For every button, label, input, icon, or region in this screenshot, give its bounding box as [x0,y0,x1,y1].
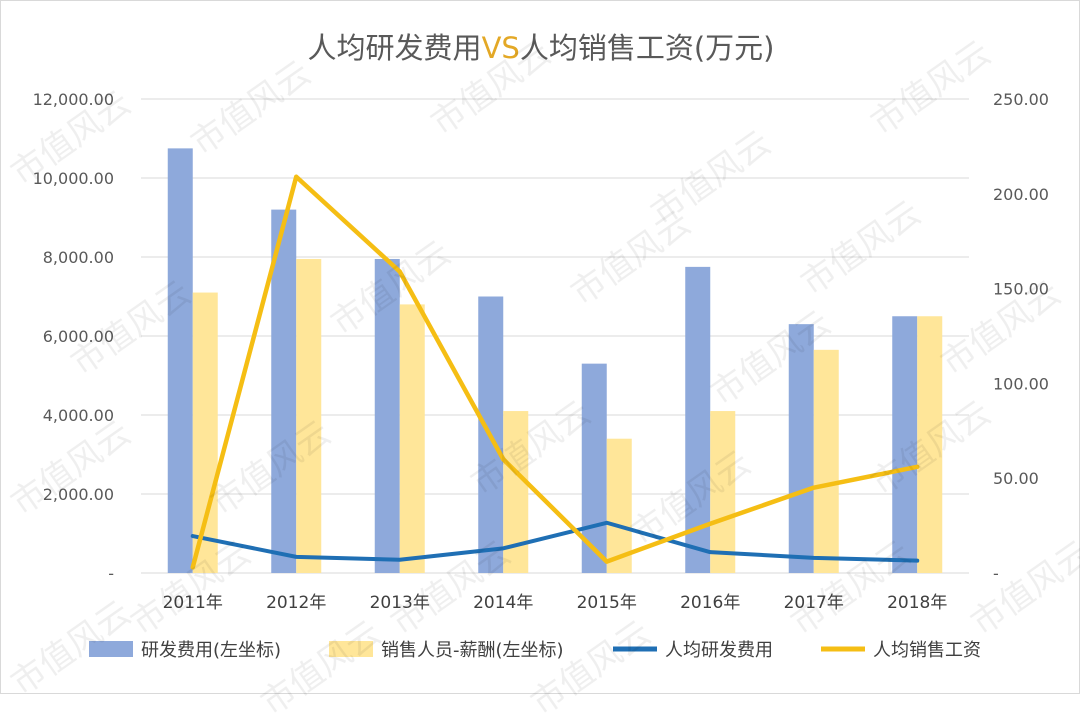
bar-sales-salary [813,349,839,573]
category-label: 2017年 [784,593,844,613]
line-point [605,560,609,564]
line-point [812,486,816,490]
line-point [812,556,816,560]
line-point [915,559,919,563]
line-point [398,270,402,274]
category-label: 2013年 [370,593,430,613]
line-point [605,521,609,525]
line-point [294,175,298,179]
line-point [708,522,712,526]
left-tick-label: 4,000.00 [43,406,114,425]
bar-rd-expense [374,258,400,573]
legend-label: 人均销售工资 [873,640,981,661]
category-label: 2015年 [577,593,637,613]
bar-sales-salary [399,304,425,573]
bar-rd-expense [271,209,297,573]
line-point [501,457,505,461]
bar-sales-salary [710,411,736,573]
line-point [708,550,712,554]
right-tick-label: - [993,564,999,583]
line-point [191,565,195,569]
legend-label: 人均研发费用 [665,640,773,661]
bar-rd-expense [685,266,711,573]
category-label: 2018年 [887,593,947,613]
line-point [915,465,919,469]
title-part: 人均销售工资(万元) [520,31,775,65]
right-tick-label: 200.00 [993,185,1049,204]
right-tick-label: 100.00 [993,374,1049,393]
line-series-2 [190,520,920,563]
title-part: VS [482,31,520,65]
left-tick-label: 12,000.00 [33,90,114,109]
chart-title: 人均研发费用VS人均销售工资(万元) [308,31,775,65]
bar-sales-salary [606,438,632,573]
right-tick-label: 250.00 [993,90,1049,109]
line-point [398,558,402,562]
left-tick-label: 6,000.00 [43,327,114,346]
left-tick-label: - [108,564,114,583]
bar-rd-expense [892,316,918,573]
left-tick-label: 8,000.00 [43,248,114,267]
title-part: 人均研发费用 [308,31,482,65]
legend-label: 销售人员-薪酬(左坐标) [381,640,564,661]
category-label: 2016年 [680,593,740,613]
bar-rd-expense [167,148,193,573]
left-tick-label: 10,000.00 [33,169,114,188]
legend-label: 研发费用(左坐标) [141,640,281,661]
line-series-3 [190,174,920,570]
right-tick-label: 150.00 [993,280,1049,299]
category-label: 2014年 [473,593,533,613]
bar-sales-salary [192,292,218,573]
line-point [191,534,195,538]
line-point [294,555,298,559]
bar-sales-salary [296,258,322,573]
bar-sales-salary [917,316,943,573]
bar-rd-expense [788,324,814,573]
right-tick-label: 50.00 [993,469,1039,488]
left-tick-label: 2,000.00 [43,485,114,504]
legend-swatch [329,641,373,657]
chart: 人均研发费用VS人均销售工资(万元)-2,000.004,000.006,000… [33,31,1049,661]
category-label: 2011年 [163,593,223,613]
category-label: 2012年 [266,593,326,613]
line-point [501,546,505,550]
legend-swatch [89,641,133,657]
